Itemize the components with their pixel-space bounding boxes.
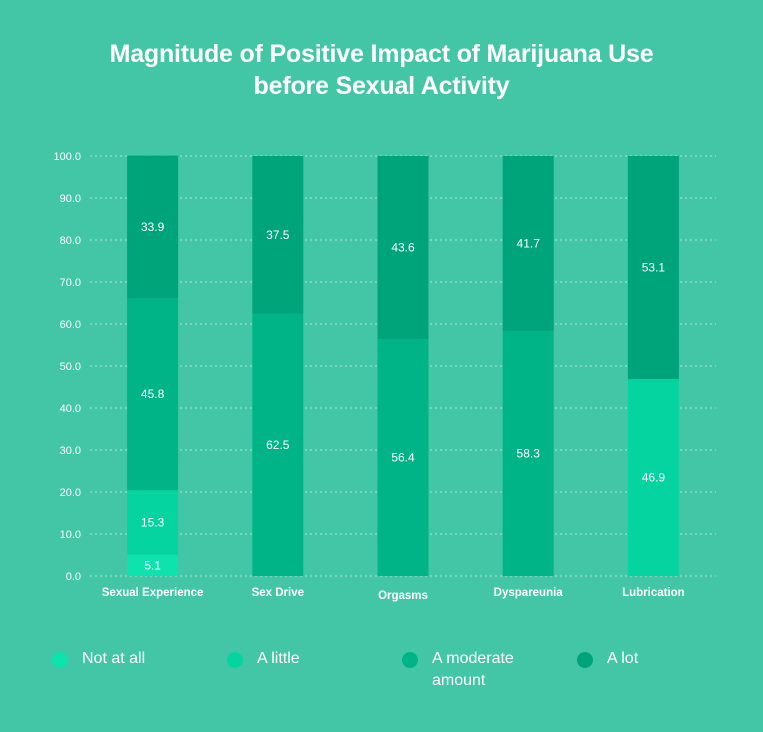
legend-item-a-moderate-amount: A moderate amount	[402, 648, 532, 692]
y-tick-label: 30.0	[60, 445, 81, 457]
y-tick-label: 40.0	[60, 403, 81, 415]
data-label: 56.4	[391, 451, 415, 465]
y-tick-label: 80.0	[60, 235, 81, 247]
data-label: 45.8	[141, 387, 165, 401]
data-label: 46.9	[642, 471, 666, 485]
legend-swatch-a-lot	[577, 652, 593, 668]
y-tick-label: 100.0	[53, 151, 81, 163]
bar-segment	[627, 156, 679, 380]
data-label: 37.5	[266, 228, 290, 242]
stacked-bar-chart: 0.0 10.0 20.0 30.0 40.0 50.0 60.0 70.0 80.0 90.0 1…	[53, 151, 716, 602]
y-tick-label: 20.0	[60, 487, 81, 499]
bar-segment	[127, 490, 179, 555]
bar-segment	[127, 155, 179, 298]
legend-swatch-a-moderate-amount	[402, 652, 418, 668]
chart-legend: Not at all A little A moderate amount A …	[0, 648, 763, 708]
bar-segment	[377, 156, 429, 340]
legend-swatch-a-little	[227, 652, 243, 668]
chart-title: Magnitude of Positive Impact of Marijuan…	[0, 38, 763, 102]
bar-segment	[127, 554, 179, 576]
bar-segment	[502, 156, 554, 332]
bar-segment	[627, 379, 679, 576]
legend-item-a-lot: A lot	[577, 648, 707, 670]
bar-segment	[502, 331, 554, 576]
data-label: 41.7	[517, 237, 541, 251]
bar-segment	[252, 156, 304, 314]
y-tick-label: 90.0	[60, 193, 81, 205]
legend-label-a-moderate-amount: A moderate amount	[432, 650, 514, 689]
y-tick-label: 10.0	[60, 529, 81, 541]
chart-title-line-2: before Sexual Activity	[253, 72, 510, 100]
legend-label-a-little: A little	[257, 650, 300, 667]
data-label: 43.6	[391, 241, 415, 255]
bar-segment	[127, 297, 179, 491]
data-label: 58.3	[517, 447, 541, 461]
x-tick-label: Lubrication	[622, 587, 685, 599]
legend-label-not-at-all: Not at all	[82, 650, 146, 667]
bar-segment	[377, 339, 429, 576]
legend-swatch-not-at-all	[52, 652, 68, 668]
x-tick-label: Sex Drive	[252, 587, 304, 599]
chart-title-line-1: Magnitude of Positive Impact of Marijuan…	[109, 40, 654, 68]
y-tick-label: 50.0	[60, 361, 81, 373]
x-tick-label: Dyspareunia	[494, 587, 564, 599]
bar-segment	[252, 313, 304, 576]
data-label: 62.5	[266, 438, 290, 452]
y-tick-label: 70.0	[60, 277, 81, 289]
legend-item-a-little: A little	[227, 648, 357, 670]
data-label: 5.1	[144, 558, 161, 572]
legend-label-a-lot: A lot	[607, 650, 639, 667]
x-tick-label: Sexual Experience	[102, 587, 204, 599]
data-label: 53.1	[642, 261, 666, 275]
data-label: 15.3	[141, 515, 165, 529]
legend-item-not-at-all: Not at all	[52, 648, 182, 670]
y-tick-label: 0.0	[66, 571, 81, 583]
data-label: 33.9	[141, 220, 165, 234]
x-tick-label: Orgasms	[378, 590, 428, 602]
y-tick-label: 60.0	[60, 319, 81, 331]
